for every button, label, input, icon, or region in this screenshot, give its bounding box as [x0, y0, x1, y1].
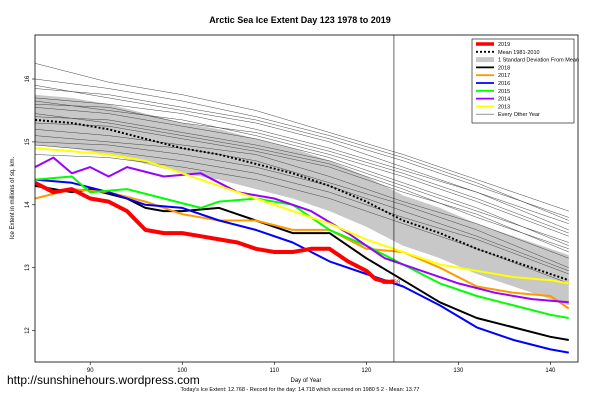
highlight-series-layer [35, 147, 570, 354]
y-axis-label: Ice Extent in millions of sq. km. [10, 156, 16, 239]
y-tick-label-15: 15 [25, 138, 31, 145]
other-year-line-14 [35, 144, 569, 275]
chart-title: Arctic Sea Ice Extent Day 123 1978 to 20… [209, 15, 391, 25]
other-year-line-3 [35, 103, 569, 234]
other-year-line-6 [35, 141, 569, 272]
plot-frame [34, 34, 579, 363]
legend-item-3-label: 1 Standard Deviation From Mean [498, 58, 579, 64]
series-line-2013 [35, 147, 569, 285]
y-tick-label-16: 16 [25, 75, 31, 82]
other-year-line-10 [35, 122, 569, 253]
legend: 2019 Mean 1981-2010 1 Standard Deviation F… [471, 38, 579, 124]
x-tick-label-90: 90 [87, 368, 94, 374]
x-tick-label-100: 100 [177, 368, 188, 374]
current-value-label: 12.768 [382, 280, 401, 286]
other-year-line-11 [35, 88, 569, 218]
other-year-line-8 [35, 107, 569, 246]
other-year-line-12 [35, 135, 569, 268]
y-tick-label-14: 14 [25, 201, 31, 208]
series-line-2016 [35, 178, 569, 354]
legend-item-9-label: 2013 [498, 104, 510, 110]
legend-item-8-label: 2014 [498, 97, 510, 103]
other-year-line-16 [35, 78, 569, 221]
std-deviation-band-layer [35, 94, 569, 306]
legend-item-5-label: 2017 [498, 73, 510, 79]
series-line-2017 [35, 188, 570, 310]
other-year-line-4 [35, 116, 569, 243]
series-line-2019 [35, 181, 395, 285]
mean-layer [35, 118, 570, 282]
other-year-line-13 [35, 113, 569, 250]
x-axis: 90 100 110 120 130 140 [87, 362, 556, 374]
y-axis: 12 13 14 15 16 [25, 75, 35, 334]
y-tick-label-13: 13 [25, 264, 31, 271]
legend-item-10-label: Every Other Year [498, 112, 540, 118]
other-year-line-5 [35, 129, 569, 259]
legend-item-6-label: 2016 [498, 81, 510, 87]
legend-box [471, 38, 575, 124]
legend-item-7-label: 2015 [498, 89, 510, 95]
legend-item-4-label: 2018 [498, 65, 510, 71]
x-tick-label-140: 140 [545, 368, 556, 374]
x-tick-label-110: 110 [269, 368, 279, 374]
footer-caption: Today's Ice Extent: 12.768 - Record for … [181, 387, 420, 393]
series-line-2014 [35, 156, 569, 304]
y-tick-label-12: 12 [25, 327, 31, 334]
site-watermark: http://sunshinehours.wordpress.com [7, 373, 200, 387]
legend-item-2-label: Mean 1981-2010 [498, 50, 540, 56]
other-years-layer [35, 63, 569, 284]
other-year-line-1 [35, 85, 569, 231]
legend-item-3-swatch [476, 57, 494, 63]
std-deviation-band [35, 94, 569, 306]
other-year-line-2 [35, 63, 569, 212]
x-tick-label-120: 120 [361, 368, 372, 374]
legend-item-1-label: 2019 [498, 42, 510, 48]
x-axis-label: Day of Year [290, 378, 321, 384]
mean-line [35, 118, 570, 282]
other-year-line-9 [35, 97, 569, 224]
other-year-line-15 [35, 100, 569, 237]
x-tick-label-130: 130 [453, 368, 464, 374]
